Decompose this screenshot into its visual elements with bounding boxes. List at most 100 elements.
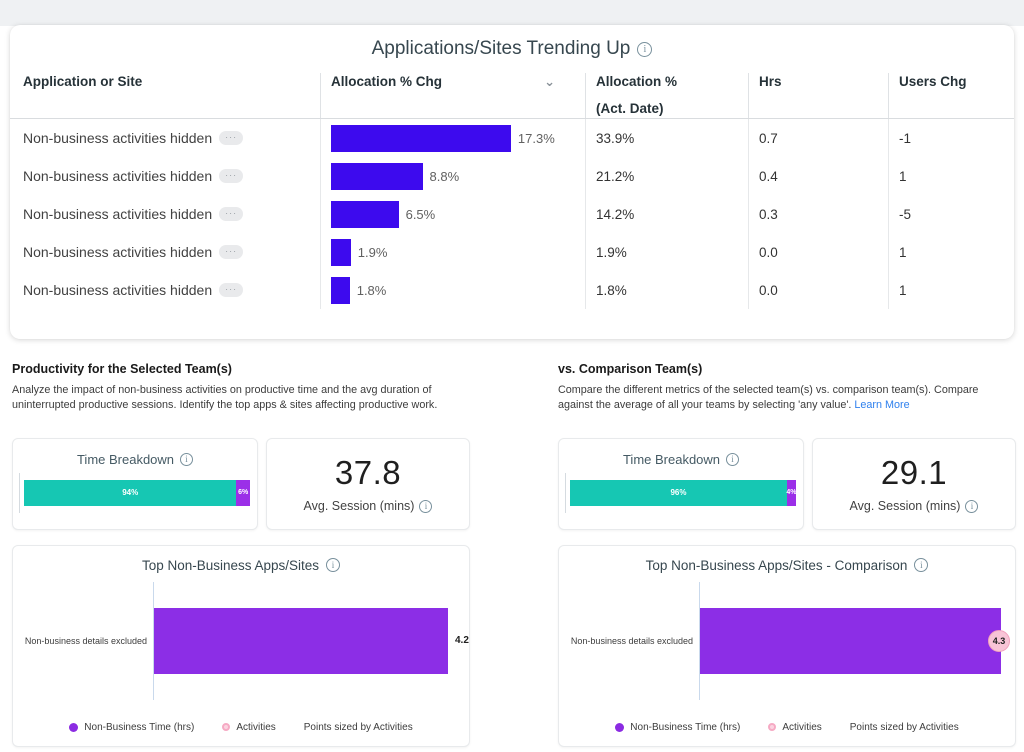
comparison-team-heading: vs. Comparison Team(s) [558,362,703,376]
category-label: Non-business details excluded [24,635,147,646]
y-axis-line [699,581,700,700]
productive-time-segment[interactable]: 94% [24,479,237,506]
time-breakdown-bar: 94% 6% [19,472,250,513]
avg-session-label-text: Avg. Session (mins) [849,499,961,514]
column-header-allocation: Allocation % (Act. Date) [585,73,748,118]
selected-team-heading: Productivity for the Selected Team(s) [12,362,232,376]
nonbusiness-time-label: 6% [238,489,249,497]
app-name: Non-business activities hidden [23,130,213,146]
hrs-cell: 0.3 [748,195,888,233]
time-breakdown-title: Time Breakdown i [559,452,803,467]
allocation-chg-bar[interactable] [331,200,399,228]
allocation-chg-bar[interactable] [331,124,511,152]
selected-team-section: Productivity for the Selected Team(s) An… [12,358,470,747]
allocation-chg-bar[interactable] [331,238,351,266]
nonbusiness-time-segment[interactable]: 4% [786,479,797,506]
users-chg-cell: 1 [888,157,1014,195]
info-icon[interactable]: i [726,452,740,466]
info-icon[interactable]: i [914,558,929,573]
more-options-icon[interactable]: ··· [219,207,244,221]
comparison-team-description-text: Compare the different metrics of the sel… [558,384,979,412]
chevron-down-icon[interactable]: ⌄ [544,74,555,89]
avg-session-label-text: Avg. Session (mins) [303,499,415,514]
hrs-cell: 0.4 [748,157,888,195]
users-chg-cell: -5 [888,195,1014,233]
top-nonbusiness-chart-title: Top Non-Business Apps/Sites i [13,558,469,573]
legend-activities-label: Activities [782,721,822,733]
legend-activities[interactable]: Activities [222,721,276,733]
time-breakdown-card: Time Breakdown i 94% 6% [12,437,258,530]
allocation-chg-bar[interactable] [331,276,350,304]
column-header-hrs: Hrs [748,73,888,118]
pink-dot-icon [768,723,777,732]
nonbusiness-time-segment[interactable]: 6% [236,479,250,506]
table-row: Non-business activities hidden ··· 8.8% … [10,157,1014,195]
top-nonbusiness-chart-title-text: Top Non-Business Apps/Sites [141,557,320,573]
top-nonbusiness-comparison-plot: Non-business details excluded 4.3 [559,581,1015,700]
info-icon[interactable]: i [419,499,433,513]
app-name-cell: Non-business activities hidden ··· [10,119,320,157]
column-header-allocation-chg-label: Allocation % Chg [331,74,442,89]
legend-nonbusiness-time[interactable]: Non-Business Time (hrs) [69,722,194,733]
hrs-cell: 0.0 [748,233,888,271]
more-options-icon[interactable]: ··· [219,283,244,297]
more-options-icon[interactable]: ··· [219,131,244,145]
legend-nonbusiness-time-label: Non-Business Time (hrs) [84,721,195,733]
info-icon[interactable]: i [180,452,194,466]
top-nonbusiness-comparison-chart-card: Top Non-Business Apps/Sites - Comparison… [558,544,1016,747]
table-body: Non-business activities hidden ··· 17.3%… [10,119,1014,309]
selected-team-description: Analyze the impact of non-business activ… [12,384,438,412]
productive-time-label: 96% [670,488,687,498]
app-name: Non-business activities hidden [23,244,213,260]
legend-activities-label: Activities [236,721,276,733]
nonbusiness-time-bar[interactable] [154,607,448,674]
column-header-users-chg: Users Chg [888,73,1014,118]
nonbusiness-time-label: 4% [786,489,797,497]
nonbusiness-time-bar[interactable] [700,607,1001,674]
nonbusiness-bar-row: 4.2 [154,607,469,674]
column-header-application: Application or Site [23,74,143,89]
productive-time-segment[interactable]: 96% [570,479,787,506]
column-header-allocation-chg[interactable]: Allocation % Chg ⌄ [320,73,585,118]
allocation-chg-cell: 17.3% [320,119,585,157]
legend-activities[interactable]: Activities [768,721,822,733]
allocation-cell: 21.2% [585,157,748,195]
allocation-chg-cell: 8.8% [320,157,585,195]
allocation-chg-cell: 1.9% [320,233,585,271]
more-options-icon[interactable]: ··· [219,245,244,259]
comparison-team-description: Compare the different metrics of the sel… [558,383,1016,414]
allocation-chg-bar[interactable] [331,162,423,190]
app-name: Non-business activities hidden [23,206,213,222]
allocation-chg-cell: 1.8% [320,271,585,309]
allocation-chg-value: 1.8% [356,282,387,298]
trending-up-title-text: Applications/Sites Trending Up [371,38,631,59]
info-icon[interactable]: i [637,41,653,57]
table-row: Non-business activities hidden ··· 1.9% … [10,233,1014,271]
column-header-allocation-line2: (Act. Date) [596,100,664,116]
info-icon[interactable]: i [326,558,341,573]
table-row: Non-business activities hidden ··· 6.5% … [10,195,1014,233]
allocation-chg-value: 17.3% [517,130,555,146]
legend-note-label: Points sized by Activities [303,721,413,733]
chart-legend: Non-Business Time (hrs) Activities Point… [559,722,1015,733]
more-options-icon[interactable]: ··· [219,169,244,183]
legend-nonbusiness-time[interactable]: Non-Business Time (hrs) [615,722,740,733]
info-icon[interactable]: i [965,499,979,513]
table-header-row: Application or Site Allocation % Chg ⌄ A… [10,73,1014,118]
avg-session-label: Avg. Session (mins) i [850,499,979,513]
legend-note: Points sized by Activities [850,722,959,733]
chart-legend: Non-Business Time (hrs) Activities Point… [13,722,469,733]
productive-time-label: 94% [122,488,139,498]
y-axis-line [153,581,154,700]
comparison-team-kpi-row: Time Breakdown i 96% 4% 29.1 [558,437,1016,530]
selected-team-kpi-row: Time Breakdown i 94% 6% 37.8 [12,437,470,530]
users-chg-cell: -1 [888,119,1014,157]
learn-more-link[interactable]: Learn More [854,399,910,412]
column-header-allocation-line1: Allocation % [596,74,678,89]
time-breakdown-title: Time Breakdown i [13,452,257,467]
top-nonbusiness-comparison-chart-title-text: Top Non-Business Apps/Sites - Comparison [645,557,908,573]
top-nonbusiness-plot: Non-business details excluded 4.2 [13,581,469,700]
avg-session-value: 29.1 [880,454,948,492]
activities-point[interactable]: 4.3 [988,629,1010,652]
users-chg-cell: 1 [888,271,1014,309]
